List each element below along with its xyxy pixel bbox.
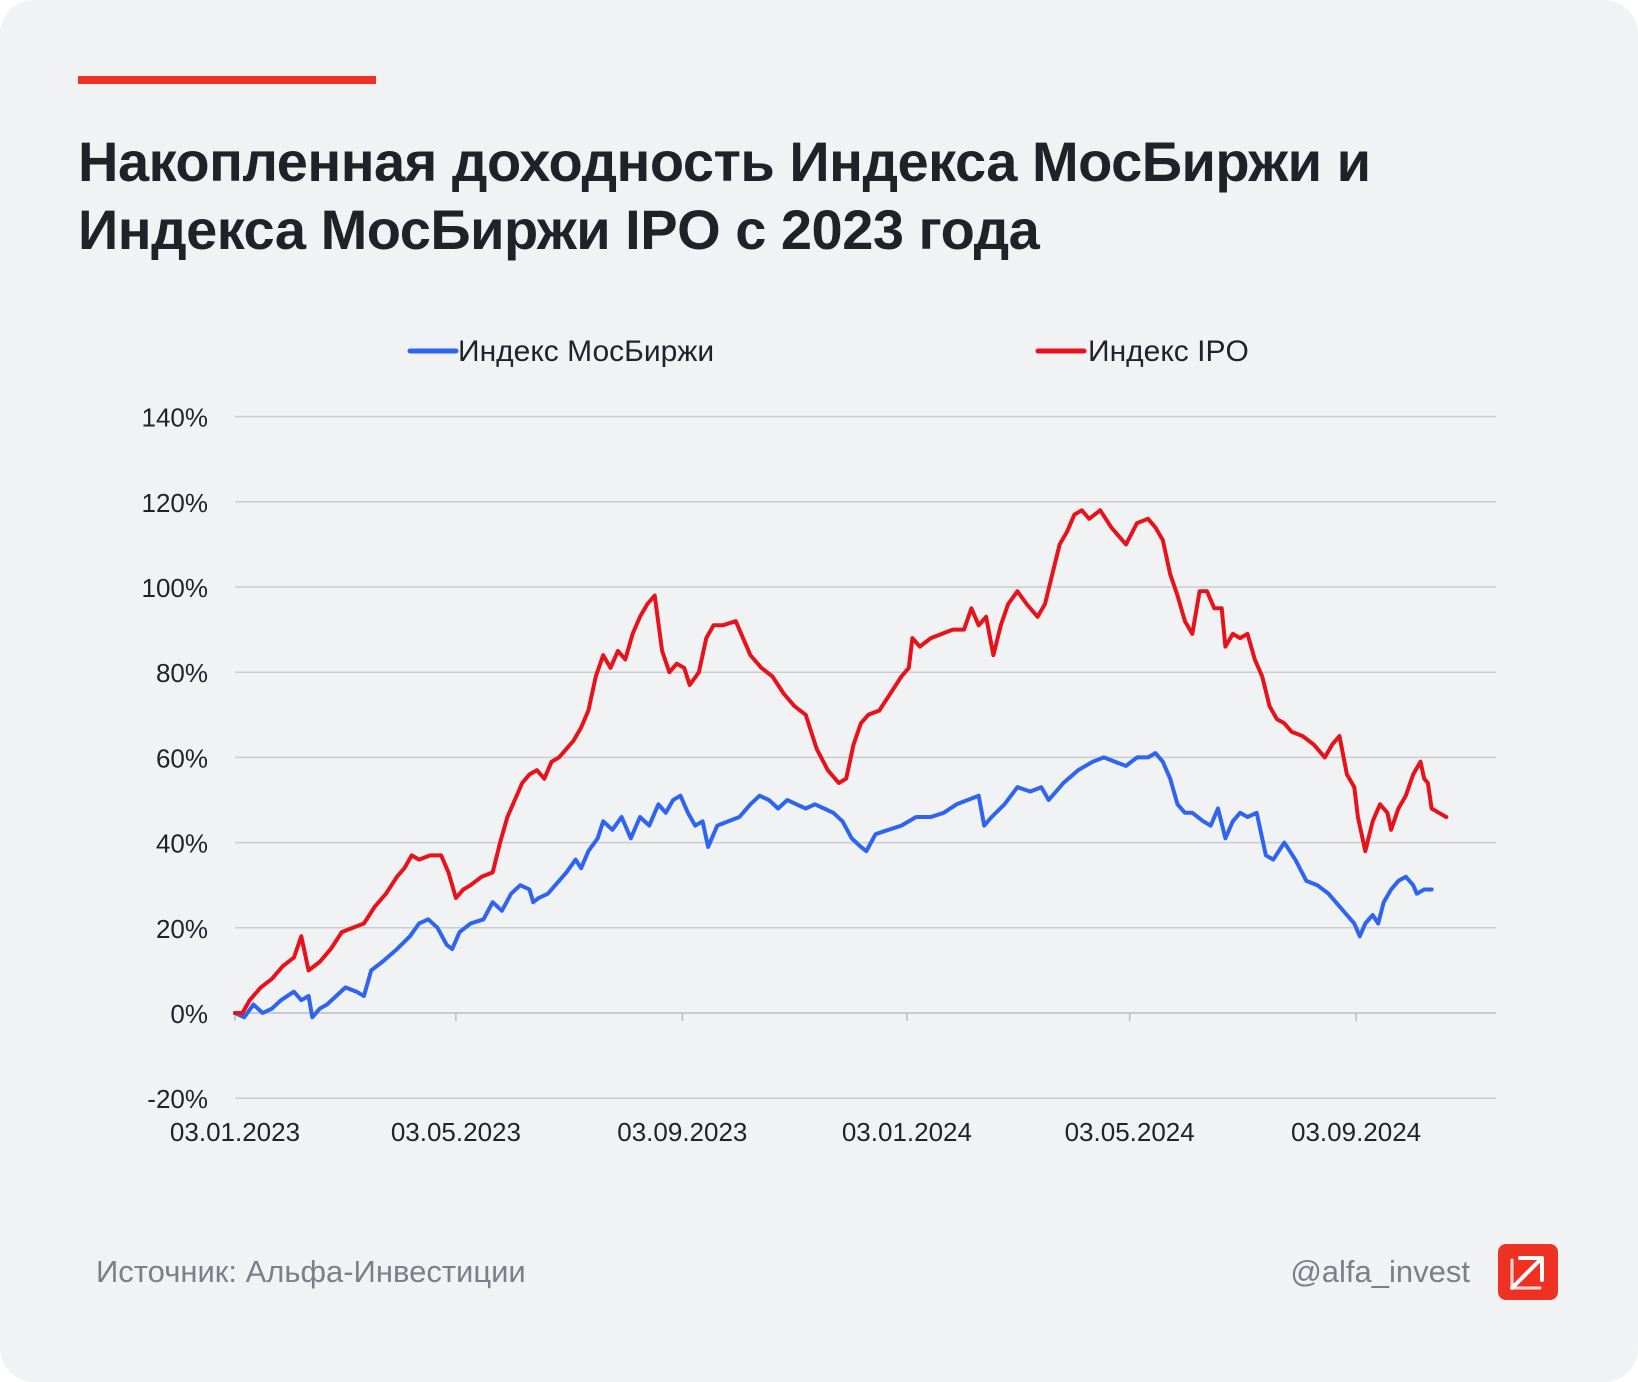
series-line-moex bbox=[233, 751, 1434, 1020]
source-note: Источник: Альфа-Инвестиции bbox=[96, 1254, 526, 1289]
x-tick-label: 03.09.2023 bbox=[617, 1117, 747, 1147]
y-tick-label: 80% bbox=[156, 658, 208, 688]
social-handle: @alfa_invest bbox=[1290, 1254, 1470, 1289]
series-line-ipo bbox=[233, 508, 1449, 1015]
chart-title-line-2: Индекса МосБиржи IPO с 2023 года bbox=[78, 198, 1040, 261]
y-tick-label: 120% bbox=[142, 488, 209, 518]
y-tick-label: 0% bbox=[170, 999, 208, 1029]
x-tick-label: 03.05.2024 bbox=[1065, 1117, 1195, 1147]
y-tick-label: 20% bbox=[156, 914, 208, 944]
y-tick-label: 140% bbox=[142, 403, 209, 433]
y-tick-label: 100% bbox=[142, 573, 209, 603]
y-tick-label: 60% bbox=[156, 743, 208, 773]
y-tick-label: -20% bbox=[147, 1084, 208, 1114]
y-tick-label: 40% bbox=[156, 829, 208, 859]
chart-title: Накопленная доходность Индекса МосБиржи … bbox=[78, 128, 1558, 264]
alfa-logo-icon bbox=[1498, 1244, 1558, 1300]
legend-label-moex: Индекс МосБиржи bbox=[458, 335, 714, 368]
line-chart: -20% 0% 20% 40% 60% 80% 100% 120% 140% 03.01.2023… bbox=[142, 335, 1496, 1147]
x-tick-label: 03.01.2024 bbox=[842, 1117, 972, 1147]
x-tick-label: 03.01.2023 bbox=[170, 1117, 300, 1147]
accent-bar bbox=[78, 76, 376, 84]
chart-title-line-1: Накопленная доходность Индекса МосБиржи … bbox=[78, 130, 1371, 193]
arrow-logo-icon bbox=[1510, 1256, 1544, 1290]
x-tick-label: 03.09.2024 bbox=[1291, 1117, 1421, 1147]
x-tick-label: 03.05.2023 bbox=[391, 1117, 521, 1147]
legend-label-ipo: Индекс IPO bbox=[1088, 335, 1249, 368]
